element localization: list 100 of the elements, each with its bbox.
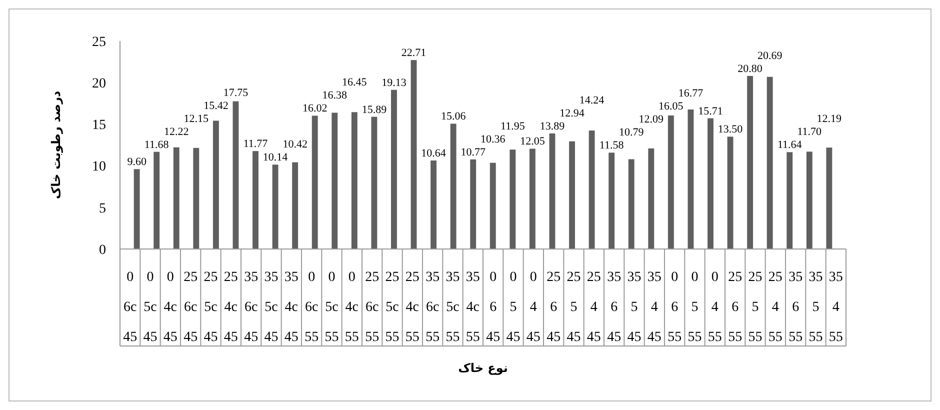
x-tick-label: 25 6c 55 (365, 270, 380, 345)
x-tick-label: 0 5 45 (506, 270, 520, 345)
x-tick-label: 35 5 45 (627, 270, 642, 345)
bar (608, 152, 615, 249)
bar (786, 152, 793, 249)
x-tick-label: 25 5c 55 (385, 270, 400, 345)
bar (332, 112, 338, 249)
x-tick-label: 0 4 55 (708, 270, 722, 345)
data-label: 10.64 (421, 147, 446, 160)
x-tick-label: 0 4c 55 (344, 270, 359, 345)
data-label: 11.95 (500, 120, 526, 132)
y-tick-label: 10 (92, 160, 106, 175)
data-label: 16.38 (322, 90, 348, 102)
bar (351, 112, 358, 249)
bar (154, 152, 160, 249)
data-label: 12.15 (184, 112, 210, 125)
bar (232, 101, 239, 249)
data-label: 13.50 (718, 124, 744, 136)
data-label: 13.89 (540, 120, 566, 132)
x-tick-label: 0 4 45 (526, 270, 540, 345)
data-label: 15.42 (204, 100, 228, 112)
bar (549, 133, 556, 249)
x-tick-label: 35 4c 45 (284, 270, 298, 345)
bar (826, 148, 832, 249)
x-tick-label: 0 6 55 (668, 270, 682, 345)
x-tick-label: 0 6c 55 (304, 270, 319, 345)
bar (312, 116, 318, 249)
bar (668, 115, 674, 249)
x-tick-label: 0 5c 45 (143, 270, 158, 345)
bar (193, 148, 200, 249)
x-tick-label: 35 6c 45 (244, 270, 258, 345)
data-label: 10.14 (262, 152, 288, 164)
bar (212, 120, 219, 249)
bar (391, 90, 397, 249)
x-tick-label: 35 6 55 (788, 270, 803, 345)
data-label: 12.19 (816, 113, 842, 126)
x-tick-label: 35 4 45 (647, 270, 662, 345)
x-tick-label: 25 5c 45 (204, 270, 218, 345)
data-label: 9.60 (127, 156, 147, 168)
bar (806, 152, 812, 249)
data-label: 20.69 (757, 50, 783, 62)
x-tick-label: 35 6 45 (607, 270, 622, 345)
data-label: 12.05 (520, 136, 546, 148)
bar (450, 124, 456, 249)
data-label: 10.79 (618, 126, 644, 139)
data-label: 16.45 (342, 76, 368, 89)
data-label: 20.80 (738, 62, 763, 75)
data-label: 12.22 (164, 126, 189, 138)
bar (470, 159, 476, 249)
x-tick-label: 25 6 55 (728, 270, 742, 345)
data-label: 17.75 (223, 86, 249, 99)
data-label: 11.68 (144, 138, 170, 151)
x-tick-label: 25 4c 55 (405, 270, 420, 345)
data-label: 10.77 (460, 146, 486, 158)
x-tick-label: 35 5 55 (808, 270, 823, 345)
data-label: 11.70 (797, 126, 822, 138)
bar (648, 148, 654, 249)
data-label: 15.06 (440, 110, 466, 123)
y-axis-title: درصد رطوبت خاک (49, 90, 63, 200)
x-tick-label: 35 4c 55 (466, 270, 480, 345)
bar (766, 76, 773, 249)
bar (430, 160, 437, 249)
bar (173, 147, 180, 249)
data-label: 19.13 (382, 76, 407, 89)
y-tick-label: 25 (92, 34, 106, 50)
bar (628, 159, 634, 249)
data-label: 12.94 (560, 107, 585, 120)
x-tick-label: 35 5c 45 (264, 270, 278, 345)
bar (134, 169, 140, 249)
y-tick-label: 20 (92, 76, 106, 92)
x-tick-label: 0 6 45 (486, 270, 500, 345)
x-tick-label: 35 4 55 (828, 270, 843, 345)
x-tick-label: 0 6c 45 (123, 270, 138, 345)
bar (588, 130, 595, 249)
bar (727, 136, 734, 249)
bar (569, 141, 575, 249)
data-label: 15.89 (362, 104, 388, 116)
data-label: 11.64 (777, 139, 802, 152)
bar (292, 162, 298, 249)
bar (490, 162, 496, 249)
x-tick-label: 25 6 45 (546, 270, 561, 345)
bar (747, 76, 754, 249)
bar (252, 151, 258, 249)
data-label: 11.77 (243, 138, 268, 150)
data-label: 10.36 (480, 133, 506, 146)
x-tick-label: 25 4 55 (768, 270, 782, 345)
x-tick-label: 0 4c 45 (163, 270, 178, 345)
y-tick-label: 5 (99, 201, 106, 216)
data-label: 12.09 (638, 114, 664, 126)
bar (371, 116, 378, 249)
x-tick-label: 25 4 45 (586, 270, 601, 345)
data-label: 11.58 (599, 140, 624, 152)
data-label: 16.02 (302, 102, 328, 115)
bar (688, 109, 694, 249)
data-label: 16.77 (678, 88, 704, 100)
x-tick-label: 35 5c 55 (446, 270, 460, 345)
x-tick-label: 25 5 45 (566, 270, 581, 345)
y-tick-label: 15 (92, 118, 106, 134)
bar (510, 150, 516, 249)
bar (708, 118, 714, 249)
